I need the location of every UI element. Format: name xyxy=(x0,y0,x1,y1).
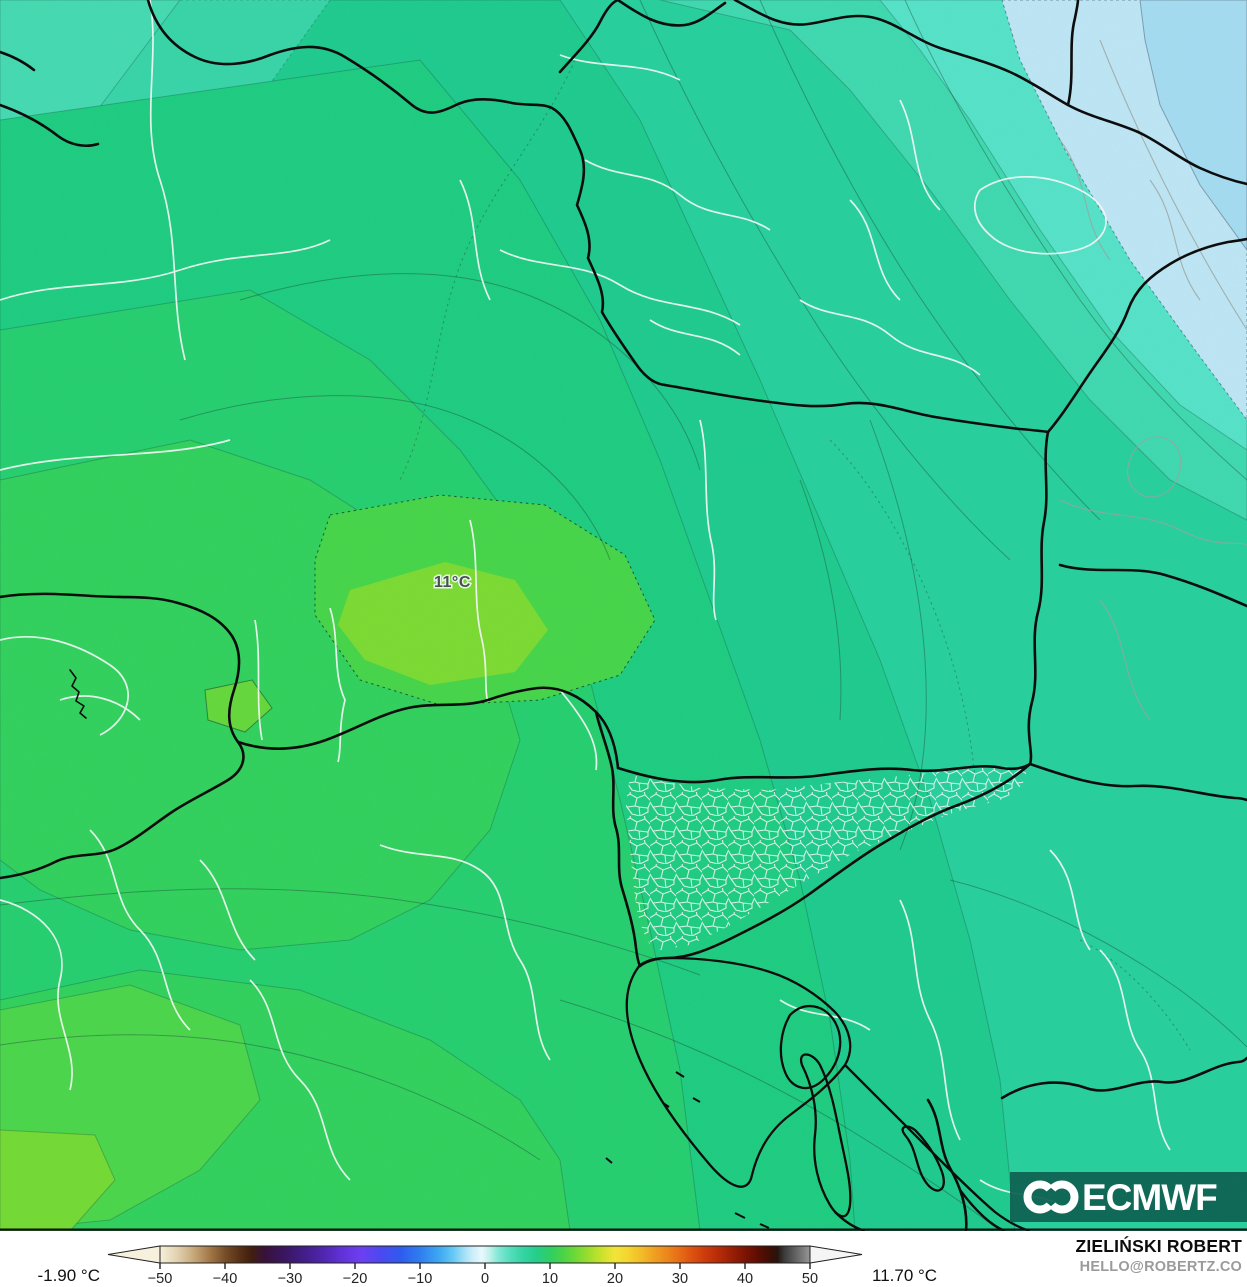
ecmwf-logo-text: ECMWF xyxy=(1082,1177,1217,1218)
colorbar-tick-label: −10 xyxy=(408,1271,433,1287)
colorbar-max-label: 11.70 °C xyxy=(872,1266,937,1285)
ecmwf-emblem-icon xyxy=(1023,1180,1079,1214)
attribution-contact: HELLO@ROBERTZ.CO xyxy=(1079,1259,1242,1276)
colorbar-tick-label: −30 xyxy=(278,1271,303,1287)
attribution-name: ZIELIŃSKI ROBERT xyxy=(1075,1236,1242,1256)
country-borders xyxy=(0,0,1247,1233)
colorbar-right-arrow xyxy=(809,1245,863,1264)
terrain-noise-overlay xyxy=(0,0,1247,1231)
map-canvas: 11°C ECMWF xyxy=(0,0,1247,1233)
temperature-map: 11°C ECMWF xyxy=(0,0,1247,1233)
isotherm-label: 11°C xyxy=(434,574,471,591)
colorbar-tick-label: 50 xyxy=(802,1271,818,1287)
gray-region-borders xyxy=(1059,39,1247,721)
ecmwf-logo: ECMWF xyxy=(1010,1172,1247,1222)
map-frame-bottom xyxy=(0,1228,1247,1231)
region-borders xyxy=(0,0,1171,1211)
colorbar: −50 −40 −30 −20 −10 0 10 20 30 40 50 -1.90 °C 11.7… xyxy=(37,1245,937,1287)
colorbar-tick-label: 20 xyxy=(607,1271,623,1287)
colorbar-min-label: -1.90 °C xyxy=(37,1266,100,1285)
colorbar-gradient-bar xyxy=(159,1245,811,1264)
colorbar-tick-label: −20 xyxy=(343,1271,368,1287)
colorbar-tick-label: 40 xyxy=(737,1271,753,1287)
colorbar-tick-label: 10 xyxy=(542,1271,558,1287)
attribution: ZIELIŃSKI ROBERT HELLO@ROBERTZ.CO xyxy=(1075,1236,1242,1276)
municipality-mesh xyxy=(626,766,1027,950)
colorbar-ticks: −50 −40 −30 −20 −10 0 10 20 30 40 50 xyxy=(148,1263,818,1287)
footer: −50 −40 −30 −20 −10 0 10 20 30 40 50 -1.90 °C 11.7… xyxy=(0,1231,1247,1287)
colorbar-tick-label: −50 xyxy=(148,1271,173,1287)
colorbar-tick-label: −40 xyxy=(213,1271,238,1287)
colorbar-tick-label: 30 xyxy=(672,1271,688,1287)
colorbar-tick-label: 0 xyxy=(481,1271,489,1287)
colorbar-left-arrow xyxy=(107,1245,161,1264)
